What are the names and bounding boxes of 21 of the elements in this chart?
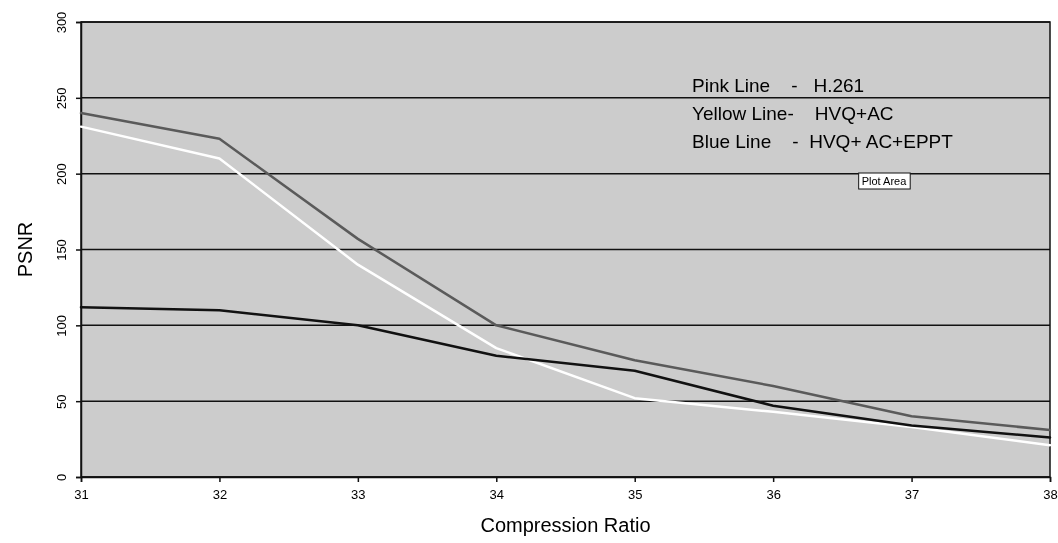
annotation: Blue Line - HVQ+ AC+EPPT <box>692 131 954 152</box>
y-tick-label: 100 <box>54 314 69 337</box>
x-tick-label: 35 <box>627 487 643 503</box>
y-tick-label: 300 <box>54 11 69 34</box>
x-tick-label: 38 <box>1043 487 1058 503</box>
x-tick-label: 33 <box>351 487 366 503</box>
y-tick-label: 50 <box>54 394 69 409</box>
annotation: Yellow Line- HVQ+AC <box>692 103 894 124</box>
y-tick-label: 250 <box>54 87 69 110</box>
y-tick-label: 150 <box>54 239 69 261</box>
x-tick-label: 34 <box>489 487 505 503</box>
annotation: Pink Line - H.261 <box>692 75 865 96</box>
y-tick-label: 0 <box>54 473 69 482</box>
x-tick-label: 37 <box>904 487 920 503</box>
y-tick-label: 200 <box>54 163 69 186</box>
x-tick-label: 32 <box>212 487 228 503</box>
x-axis-title: Compression Ratio <box>480 514 651 536</box>
x-tick-label: 31 <box>74 487 89 503</box>
x-tick-label: 36 <box>766 487 781 503</box>
annotation: Plot Area <box>861 175 908 187</box>
y-axis-title: PSNR <box>14 221 36 278</box>
